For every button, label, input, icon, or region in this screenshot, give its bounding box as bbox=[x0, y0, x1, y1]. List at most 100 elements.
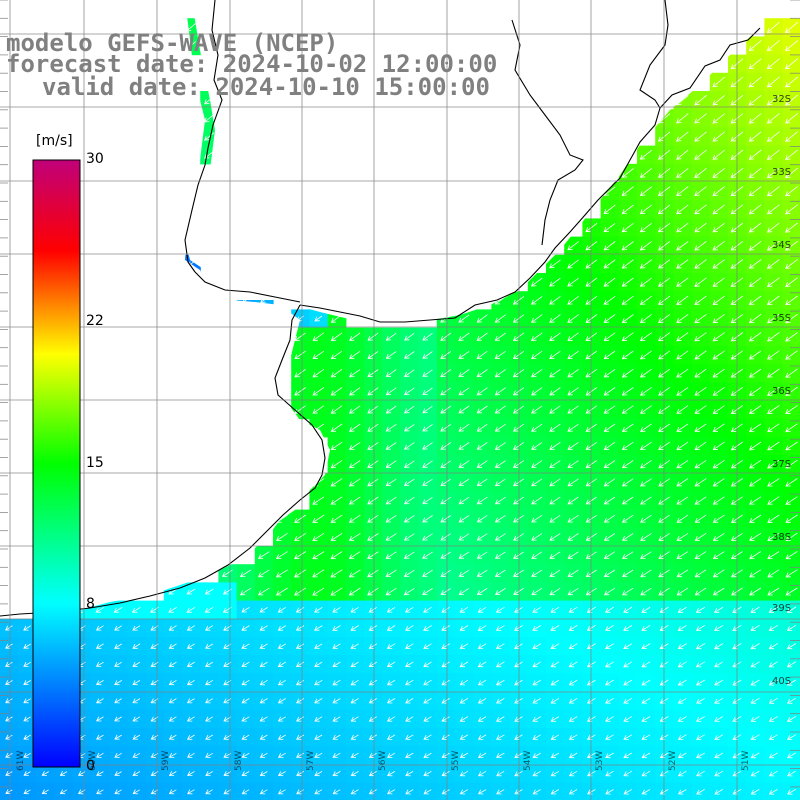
wind-arrow bbox=[23, 716, 31, 722]
wind-cell bbox=[746, 691, 765, 711]
wind-arrow bbox=[330, 587, 343, 596]
wind-arrow bbox=[768, 697, 778, 704]
wind-arrow bbox=[241, 789, 250, 795]
wind-arrow bbox=[114, 698, 122, 704]
wind-cell bbox=[0, 637, 19, 656]
wind-cell bbox=[728, 673, 747, 693]
wind-arrow bbox=[440, 387, 452, 396]
wind-arrow bbox=[603, 241, 616, 251]
wind-arrow bbox=[603, 332, 616, 342]
wind-arrow bbox=[385, 551, 397, 559]
wind-arrow bbox=[768, 679, 778, 686]
wind-cell bbox=[291, 728, 310, 747]
wind-arrow bbox=[440, 515, 452, 523]
wind-arrow bbox=[714, 679, 724, 686]
wind-cell bbox=[382, 436, 401, 456]
wind-cell bbox=[455, 728, 474, 747]
wind-cell bbox=[0, 764, 19, 784]
wind-arrow bbox=[204, 588, 214, 595]
wind-arrow bbox=[694, 368, 707, 378]
wind-arrow bbox=[748, 405, 762, 414]
wind-arrow bbox=[458, 350, 470, 359]
wind-cell bbox=[764, 491, 784, 511]
wind-cell bbox=[364, 637, 383, 656]
wind-cell bbox=[618, 709, 638, 729]
wind-arrow bbox=[312, 332, 325, 342]
wind-arrow bbox=[549, 569, 561, 577]
wind-cell bbox=[418, 455, 438, 474]
wind-cell bbox=[728, 109, 747, 128]
wind-cell bbox=[400, 746, 420, 765]
wind-arrow bbox=[314, 606, 323, 613]
wind-arrow bbox=[766, 131, 780, 142]
wind-cell bbox=[728, 163, 747, 183]
wind-cell bbox=[709, 182, 729, 201]
wind-arrow bbox=[676, 131, 689, 142]
wind-arrow bbox=[367, 405, 379, 414]
wind-arrow bbox=[348, 423, 361, 432]
wind-cell bbox=[764, 473, 784, 492]
wind-arrow bbox=[440, 423, 452, 432]
wind-cell bbox=[382, 527, 401, 547]
wind-arrow bbox=[23, 625, 32, 631]
wind-arrow bbox=[549, 460, 561, 469]
wind-arrow bbox=[786, 624, 797, 631]
colorbar-unit: [m/s] bbox=[36, 133, 73, 149]
longitude-label: 55W bbox=[451, 750, 461, 771]
wind-cell bbox=[637, 455, 656, 474]
wind-arrow bbox=[676, 241, 689, 251]
wind-cell bbox=[291, 509, 310, 529]
wind-arrow bbox=[766, 94, 780, 106]
wind-cell bbox=[691, 273, 711, 292]
wind-arrow bbox=[132, 716, 141, 722]
wind-arrow bbox=[350, 752, 359, 758]
wind-cell bbox=[18, 655, 37, 674]
wind-arrow bbox=[550, 606, 560, 613]
wind-cell bbox=[455, 691, 474, 711]
wind-cell bbox=[618, 273, 638, 292]
wind-cell bbox=[418, 345, 438, 365]
wind-arrow bbox=[314, 771, 323, 777]
wind-cell bbox=[564, 546, 583, 565]
wind-cell bbox=[564, 273, 583, 292]
wind-cell bbox=[382, 546, 401, 565]
wind-cell bbox=[455, 509, 474, 529]
wind-cell bbox=[273, 691, 292, 711]
wind-arrow bbox=[532, 716, 542, 722]
wind-arrow bbox=[641, 789, 651, 795]
wind-cell bbox=[746, 309, 765, 329]
wind-arrow bbox=[186, 716, 195, 722]
wind-cell bbox=[600, 546, 620, 565]
wind-arrow bbox=[549, 533, 561, 541]
wind-arrow bbox=[567, 441, 579, 450]
longitude-label: 57W bbox=[306, 750, 316, 771]
wind-cell bbox=[418, 436, 438, 456]
wind-cell bbox=[254, 546, 274, 565]
wind-arrow bbox=[603, 314, 616, 323]
land-mass bbox=[0, 0, 760, 614]
wind-cell bbox=[309, 618, 329, 638]
wind-arrow bbox=[677, 697, 687, 704]
wind-arrow bbox=[494, 460, 506, 468]
wind-cell bbox=[728, 582, 747, 602]
wind-arrow bbox=[786, 606, 797, 613]
wind-cell bbox=[18, 637, 37, 656]
wind-arrow bbox=[767, 514, 780, 523]
wind-arrow bbox=[639, 387, 652, 396]
wind-cell bbox=[673, 491, 693, 511]
wind-arrow bbox=[386, 606, 396, 613]
wind-cell bbox=[618, 327, 638, 347]
wind-arrow bbox=[585, 259, 598, 269]
wind-cell bbox=[436, 564, 456, 583]
wind-cell bbox=[364, 728, 383, 747]
wind-arrow bbox=[531, 569, 543, 577]
wind-arrow bbox=[641, 770, 651, 777]
wind-arrow bbox=[405, 716, 414, 722]
wind-arrow bbox=[694, 387, 707, 396]
wind-cell bbox=[455, 436, 474, 456]
wind-cell bbox=[309, 746, 329, 765]
longitude-label: 60W bbox=[88, 750, 98, 771]
wind-cell bbox=[655, 291, 674, 310]
wind-cell bbox=[655, 182, 674, 201]
wind-cell bbox=[436, 400, 456, 420]
